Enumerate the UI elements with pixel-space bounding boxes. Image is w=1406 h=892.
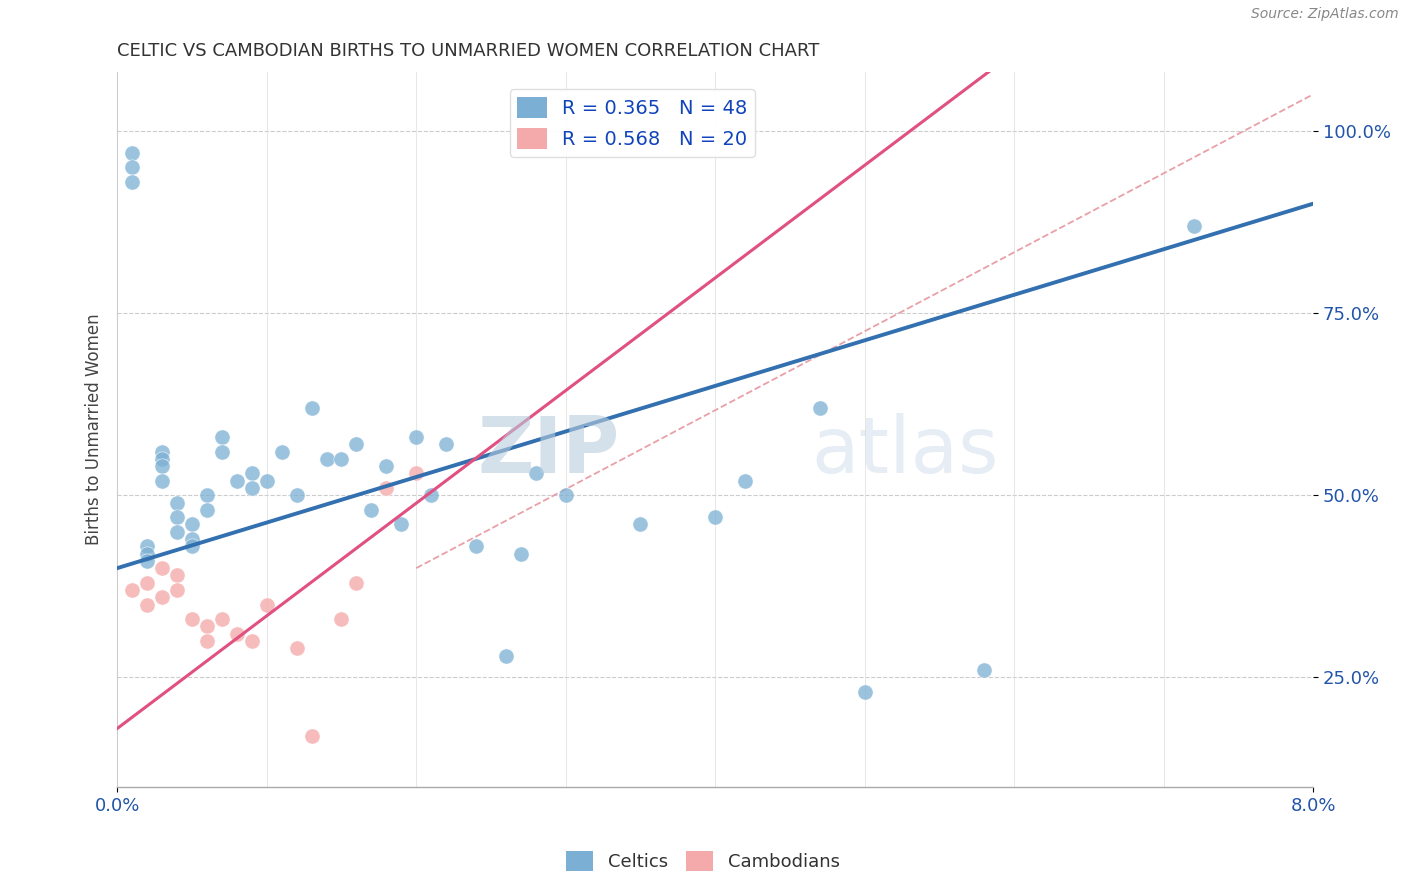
Legend: R = 0.365   N = 48, R = 0.568   N = 20: R = 0.365 N = 48, R = 0.568 N = 20 xyxy=(509,89,755,157)
Point xyxy=(270,444,292,458)
Point xyxy=(360,503,382,517)
Point xyxy=(166,568,188,582)
Legend: Celtics, Cambodians: Celtics, Cambodians xyxy=(560,844,846,879)
Point xyxy=(330,451,353,466)
Point xyxy=(630,517,652,532)
Point xyxy=(181,612,204,626)
Point xyxy=(150,459,173,474)
Point xyxy=(166,510,188,524)
Point xyxy=(375,459,398,474)
Point xyxy=(344,575,367,590)
Point xyxy=(315,451,337,466)
Point xyxy=(136,554,159,568)
Point xyxy=(240,481,263,495)
Point xyxy=(405,430,427,444)
Point xyxy=(136,547,159,561)
Point xyxy=(136,539,159,553)
Point xyxy=(240,467,263,481)
Point xyxy=(181,539,204,553)
Point xyxy=(121,145,143,160)
Point xyxy=(434,437,457,451)
Text: atlas: atlas xyxy=(811,413,998,489)
Point xyxy=(211,612,233,626)
Point xyxy=(853,685,876,699)
Point xyxy=(150,451,173,466)
Point xyxy=(1182,219,1205,233)
Point xyxy=(181,532,204,546)
Point xyxy=(509,547,531,561)
Text: ZIP: ZIP xyxy=(477,413,620,489)
Point xyxy=(195,488,218,502)
Point xyxy=(405,467,427,481)
Point xyxy=(211,430,233,444)
Point xyxy=(524,467,547,481)
Point xyxy=(121,160,143,174)
Point xyxy=(150,591,173,605)
Point xyxy=(256,598,278,612)
Point xyxy=(256,474,278,488)
Point xyxy=(166,495,188,509)
Point xyxy=(375,481,398,495)
Point xyxy=(554,488,576,502)
Point xyxy=(121,582,143,597)
Point xyxy=(121,175,143,189)
Point xyxy=(195,634,218,648)
Point xyxy=(211,444,233,458)
Y-axis label: Births to Unmarried Women: Births to Unmarried Women xyxy=(86,314,103,545)
Point xyxy=(195,503,218,517)
Point xyxy=(344,437,367,451)
Point xyxy=(465,539,488,553)
Point xyxy=(330,612,353,626)
Point xyxy=(166,524,188,539)
Point xyxy=(195,619,218,633)
Point xyxy=(225,626,247,640)
Point xyxy=(150,444,173,458)
Point xyxy=(240,634,263,648)
Point xyxy=(734,474,756,488)
Point xyxy=(704,510,727,524)
Point xyxy=(301,729,323,743)
Point xyxy=(285,641,308,656)
Point xyxy=(301,401,323,415)
Text: CELTIC VS CAMBODIAN BIRTHS TO UNMARRIED WOMEN CORRELATION CHART: CELTIC VS CAMBODIAN BIRTHS TO UNMARRIED … xyxy=(117,42,820,60)
Point xyxy=(136,575,159,590)
Point xyxy=(495,648,517,663)
Point xyxy=(150,561,173,575)
Point xyxy=(973,663,995,677)
Point xyxy=(225,474,247,488)
Point xyxy=(389,517,412,532)
Point xyxy=(150,474,173,488)
Text: Source: ZipAtlas.com: Source: ZipAtlas.com xyxy=(1251,7,1399,21)
Point xyxy=(285,488,308,502)
Point xyxy=(136,598,159,612)
Point xyxy=(166,582,188,597)
Point xyxy=(181,517,204,532)
Point xyxy=(808,401,831,415)
Point xyxy=(420,488,443,502)
